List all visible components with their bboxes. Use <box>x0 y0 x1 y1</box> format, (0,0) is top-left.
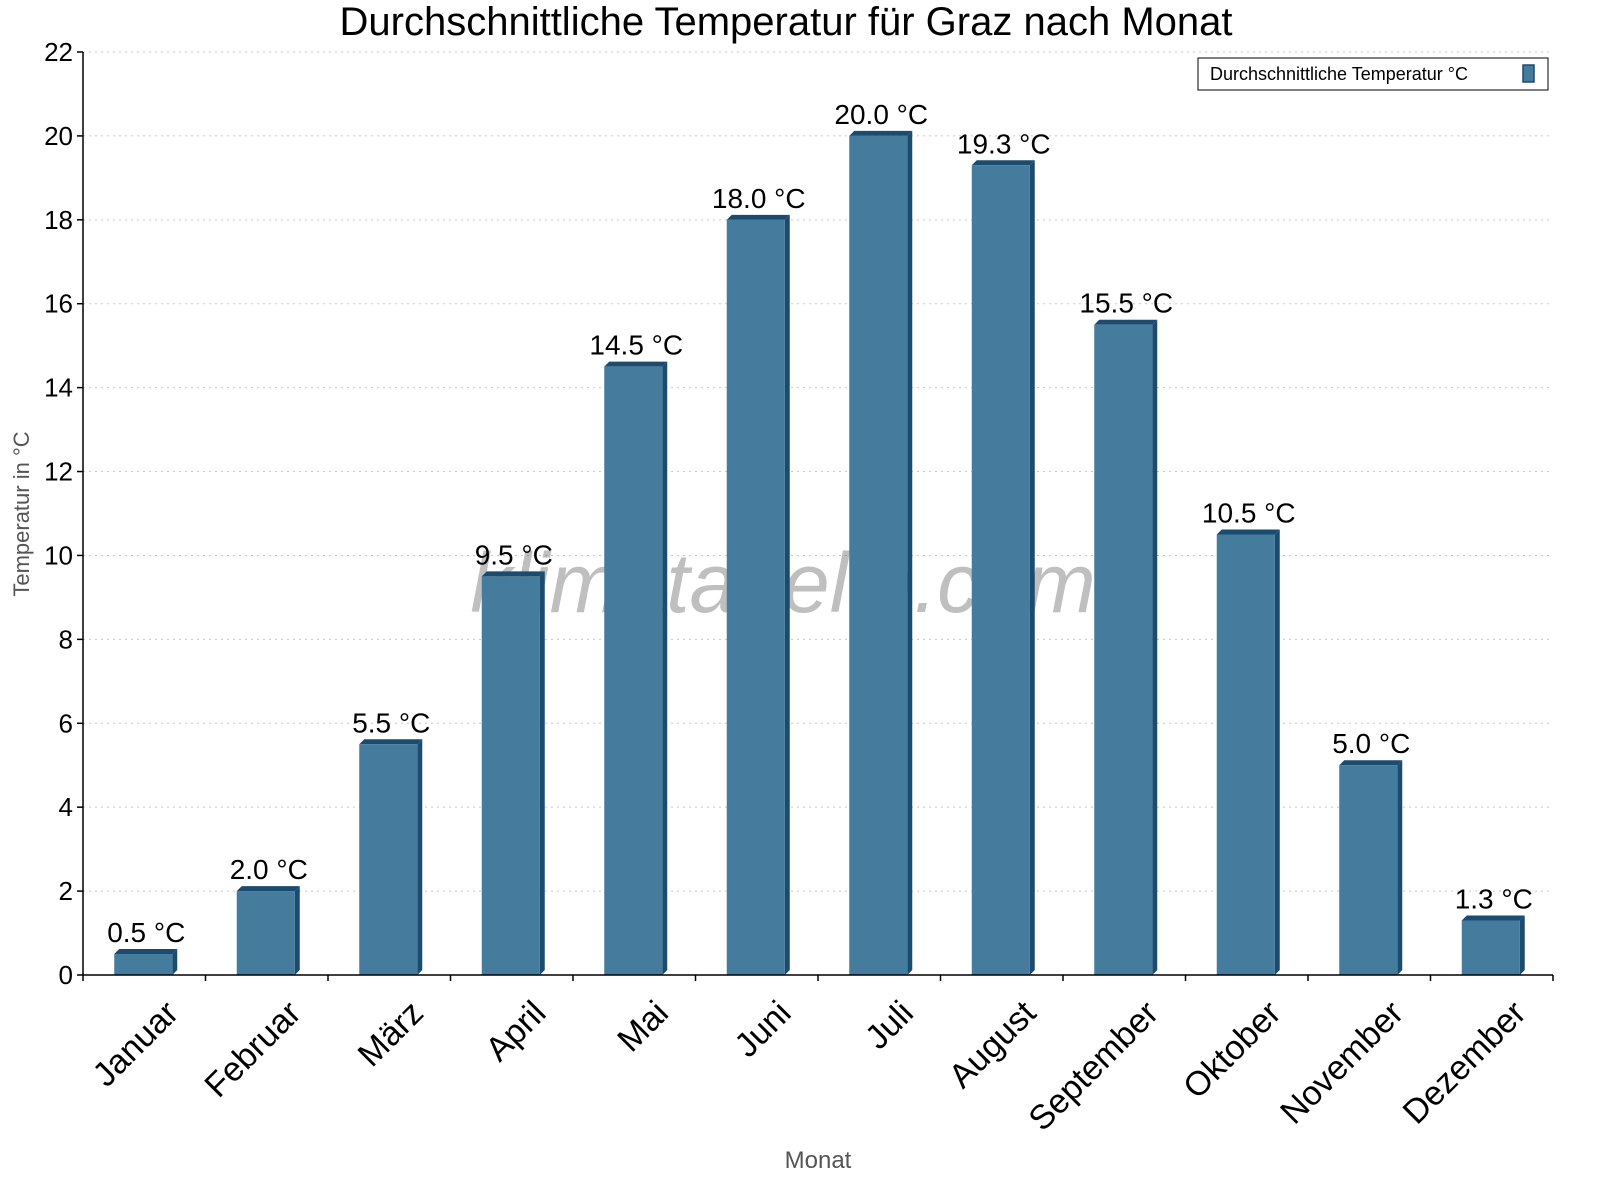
y-tick-label: 6 <box>59 708 73 738</box>
x-tick-label: Mai <box>610 994 676 1060</box>
data-label: 5.0 °C <box>1332 728 1410 759</box>
bar <box>971 165 1030 975</box>
data-label: 2.0 °C <box>230 854 308 885</box>
y-tick-labels: 0 2 4 6 8 10 12 14 16 18 20 22 <box>44 37 73 990</box>
x-tick-label: Juni <box>727 994 798 1065</box>
y-tick-label: 16 <box>44 289 73 319</box>
bar <box>1094 324 1153 975</box>
data-label: 19.3 °C <box>957 128 1051 159</box>
bar-top <box>849 130 913 136</box>
bar-top <box>114 949 178 955</box>
bar-august <box>971 160 1035 975</box>
bar-side <box>1029 160 1035 975</box>
bar-top <box>971 160 1035 166</box>
data-label: 18.0 °C <box>712 183 806 214</box>
bar-side <box>417 739 423 975</box>
data-label: 20.0 °C <box>834 99 928 130</box>
data-label: 14.5 °C <box>589 330 683 361</box>
bar <box>1216 534 1275 975</box>
y-tick-label: 0 <box>59 960 73 990</box>
bar-top <box>1339 760 1403 766</box>
bar-juli <box>849 130 913 976</box>
y-tick-label: 8 <box>59 624 73 654</box>
y-tick-label: 22 <box>44 37 73 67</box>
bar-juni <box>726 214 790 975</box>
bar-side <box>1274 529 1280 975</box>
bar-november <box>1339 760 1403 975</box>
bar-side <box>539 571 545 975</box>
gridlines <box>83 51 1553 892</box>
bar-top <box>481 571 545 577</box>
bar-side <box>172 949 178 975</box>
bar-top <box>236 886 300 892</box>
bar <box>1339 765 1398 975</box>
x-tick-label: September <box>1021 994 1165 1138</box>
legend-label: Durchschnittliche Temperatur °C <box>1210 64 1468 84</box>
bar <box>604 366 663 976</box>
x-tick-label: Juli <box>858 994 921 1057</box>
bar <box>1461 920 1520 975</box>
x-tick-labels: Januar Februar März April Mai Juni Juli AugustS… <box>86 993 1534 1138</box>
bar-januar <box>114 949 178 975</box>
bar-april <box>481 571 545 975</box>
x-tick-label: Januar <box>86 994 186 1094</box>
bar-side <box>294 886 300 975</box>
bar-top <box>359 739 423 745</box>
y-axis-label: Temperatur in °C <box>9 431 34 596</box>
bar-top <box>1094 319 1158 325</box>
x-tick-label: Oktober <box>1176 994 1288 1106</box>
x-axis-label: Monat <box>785 1147 852 1174</box>
bar-side <box>1397 760 1403 975</box>
y-tick-label: 20 <box>44 121 73 151</box>
y-tick-label: 2 <box>59 876 73 906</box>
bar-februar <box>236 886 300 975</box>
bar <box>726 219 785 975</box>
bar-märz <box>359 739 423 975</box>
data-labels: 0.5 °C 2.0 °C 5.5 °C 9.5 °C 14.5 °C 18.0 °C 20… <box>107 99 1533 948</box>
bar <box>849 135 908 976</box>
x-tick-label: Februar <box>197 994 308 1105</box>
y-tick-label: 18 <box>44 205 73 235</box>
x-tick-label: April <box>478 994 553 1069</box>
axes <box>77 51 1554 981</box>
data-label: 10.5 °C <box>1202 497 1296 528</box>
bar <box>236 891 295 975</box>
bar-top <box>604 361 668 367</box>
legend-box <box>1197 57 1549 91</box>
bar-september <box>1094 319 1158 975</box>
legend: Durchschnittliche Temperatur °C <box>1197 57 1549 91</box>
data-label: 9.5 °C <box>475 539 553 570</box>
chart-title: Durchschnittliche Temperatur für Graz na… <box>340 0 1233 44</box>
y-tick-label: 10 <box>44 540 73 570</box>
bar-top <box>726 214 790 220</box>
x-tick-label: November <box>1273 994 1411 1132</box>
bar-dezember <box>1461 915 1525 975</box>
bar-side <box>907 130 913 976</box>
y-tick-label: 4 <box>59 792 73 822</box>
bars <box>114 130 1525 976</box>
data-label: 1.3 °C <box>1455 883 1533 914</box>
x-tick-label: Dezember <box>1396 994 1534 1132</box>
data-label: 15.5 °C <box>1079 288 1173 319</box>
bar-oktober <box>1216 529 1280 975</box>
y-tick-label: 14 <box>44 373 73 403</box>
bar-side <box>1519 915 1525 975</box>
bar <box>481 576 540 975</box>
x-tick-label: August <box>942 993 1044 1095</box>
bar-side <box>1152 319 1158 975</box>
bar <box>114 954 173 975</box>
bar-side <box>662 361 668 976</box>
bar-side <box>784 214 790 975</box>
bar-top <box>1216 529 1280 535</box>
y-tick-label: 12 <box>44 457 73 487</box>
bar <box>359 744 418 975</box>
x-tick-label: März <box>351 994 431 1074</box>
data-label: 5.5 °C <box>352 707 430 738</box>
bar-mai <box>604 361 668 976</box>
legend-swatch <box>1522 64 1535 83</box>
bar-top <box>1461 915 1525 921</box>
data-label: 0.5 °C <box>107 917 185 948</box>
